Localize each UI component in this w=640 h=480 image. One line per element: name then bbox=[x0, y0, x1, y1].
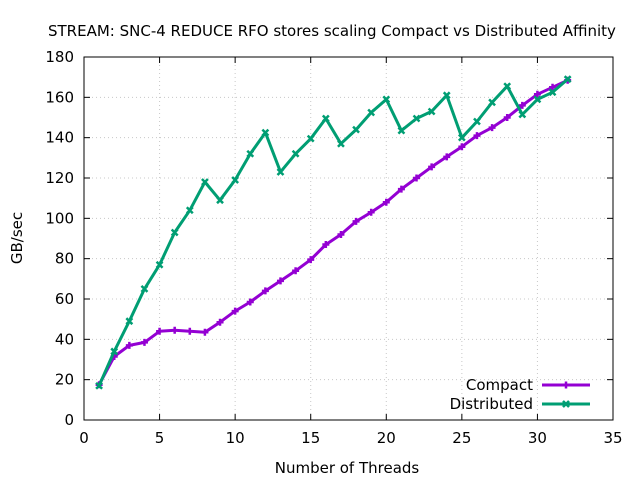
data-point-distributed bbox=[518, 110, 527, 119]
data-point-distributed bbox=[473, 117, 481, 126]
y-tick-label: 160 bbox=[45, 88, 74, 106]
data-point-distributed bbox=[563, 75, 572, 84]
y-tick-label: 20 bbox=[55, 371, 74, 389]
data-point-distributed bbox=[503, 82, 512, 91]
data-point-compact bbox=[458, 143, 466, 151]
data-point-compact bbox=[518, 101, 526, 109]
data-point-compact bbox=[246, 298, 254, 306]
data-point-compact bbox=[156, 327, 164, 335]
data-point-distributed bbox=[95, 381, 103, 390]
data-point-distributed bbox=[533, 95, 542, 104]
data-point-distributed bbox=[216, 196, 224, 205]
data-point-distributed bbox=[442, 91, 451, 100]
data-point-distributed bbox=[488, 98, 496, 107]
data-point-compact bbox=[171, 326, 179, 334]
data-point-compact bbox=[352, 217, 360, 225]
data-point-compact bbox=[216, 318, 224, 326]
data-point-compact bbox=[549, 83, 557, 91]
data-point-distributed bbox=[291, 149, 300, 158]
data-point-distributed bbox=[246, 149, 255, 158]
data-point-distributed bbox=[110, 347, 119, 356]
data-point-compact bbox=[503, 114, 511, 121]
data-point-distributed bbox=[276, 168, 285, 176]
data-point-distributed bbox=[427, 107, 436, 116]
y-tick-label: 180 bbox=[45, 48, 74, 66]
plot-frame bbox=[83, 56, 614, 421]
x-tick-label: 5 bbox=[155, 429, 165, 447]
x-tick-label: 15 bbox=[301, 429, 320, 447]
data-point-compact bbox=[125, 341, 133, 349]
data-point-compact bbox=[533, 90, 541, 98]
y-tick-label: 80 bbox=[55, 250, 74, 268]
series-layer bbox=[95, 75, 572, 390]
data-point-distributed bbox=[321, 114, 330, 123]
y-axis-label: GB/sec bbox=[8, 212, 26, 264]
data-point-compact bbox=[307, 256, 315, 264]
y-tick-label: 0 bbox=[64, 411, 74, 429]
x-axis-label: Number of Threads bbox=[275, 459, 420, 477]
data-point-compact bbox=[231, 307, 239, 315]
y-tick-label: 40 bbox=[55, 330, 74, 348]
grid bbox=[84, 57, 613, 420]
data-point-compact bbox=[261, 287, 269, 295]
y-tick-label: 60 bbox=[55, 290, 74, 308]
y-tick-label: 100 bbox=[45, 209, 74, 227]
data-point-distributed bbox=[337, 139, 345, 148]
data-point-compact bbox=[140, 338, 148, 346]
data-point-distributed bbox=[125, 317, 134, 326]
data-point-distributed bbox=[397, 126, 406, 135]
data-point-distributed bbox=[201, 178, 209, 186]
data-point-distributed bbox=[352, 125, 360, 134]
legend-marker-distributed bbox=[562, 400, 570, 408]
data-point-distributed bbox=[155, 260, 164, 269]
data-point-compact bbox=[292, 267, 300, 275]
y-tick-label: 140 bbox=[45, 129, 74, 147]
data-point-compact bbox=[473, 132, 481, 140]
data-point-distributed bbox=[548, 88, 557, 97]
x-tick-label: 35 bbox=[603, 429, 622, 447]
data-point-compact bbox=[443, 153, 451, 161]
data-point-distributed bbox=[367, 108, 376, 117]
data-point-distributed bbox=[140, 285, 149, 293]
legend-marker-compact bbox=[562, 381, 570, 389]
data-point-distributed bbox=[382, 95, 391, 104]
data-point-compact bbox=[397, 185, 405, 193]
x-tick-label: 25 bbox=[452, 429, 471, 447]
data-point-compact bbox=[337, 230, 345, 238]
axis-ticks: 0 20 40 60 80 100 120 140 160 180 0 5 10 15 20 25 30 35 bbox=[45, 48, 622, 447]
x-tick-label: 0 bbox=[79, 429, 89, 447]
series-compact bbox=[95, 76, 572, 389]
x-tick-label: 20 bbox=[377, 429, 396, 447]
data-point-distributed bbox=[231, 176, 240, 184]
data-point-compact bbox=[367, 208, 375, 216]
data-point-distributed bbox=[261, 128, 270, 137]
x-tick-label: 10 bbox=[226, 429, 245, 447]
data-point-distributed bbox=[170, 228, 179, 237]
legend-label-compact: Compact bbox=[466, 376, 533, 394]
series-line-compact bbox=[97, 78, 569, 386]
y-tick-label: 120 bbox=[45, 169, 74, 187]
series-distributed bbox=[95, 75, 572, 390]
data-point-compact bbox=[488, 124, 496, 132]
data-point-compact bbox=[201, 328, 209, 336]
data-point-compact bbox=[322, 241, 330, 249]
legend-label-distributed: Distributed bbox=[450, 395, 533, 413]
data-point-distributed bbox=[306, 134, 315, 143]
data-point-distributed bbox=[412, 114, 421, 123]
data-point-compact bbox=[276, 277, 284, 285]
data-point-compact bbox=[186, 327, 194, 335]
data-point-distributed bbox=[457, 133, 466, 142]
data-point-compact bbox=[413, 174, 421, 182]
x-tick-label: 30 bbox=[528, 429, 547, 447]
data-point-distributed bbox=[185, 206, 194, 215]
data-point-compact bbox=[428, 163, 436, 171]
chart-title: STREAM: SNC-4 REDUCE RFO stores scaling … bbox=[48, 22, 616, 40]
data-point-compact bbox=[382, 198, 390, 206]
